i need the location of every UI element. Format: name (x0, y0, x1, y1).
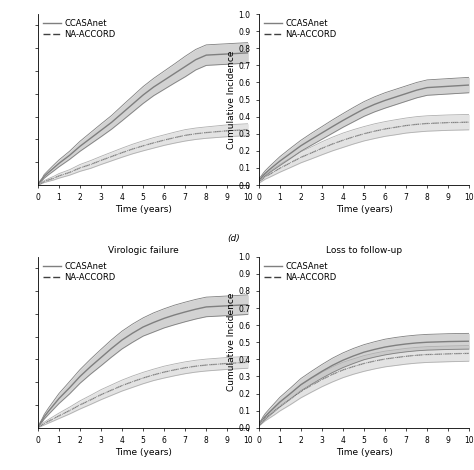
Y-axis label: Cumulative Incidence: Cumulative Incidence (227, 293, 236, 392)
X-axis label: Time (years): Time (years) (115, 448, 172, 457)
X-axis label: Time (years): Time (years) (115, 205, 172, 214)
X-axis label: Time (years): Time (years) (336, 448, 392, 457)
Title: Virologic failure: Virologic failure (108, 246, 179, 255)
Legend: CCASAnet, NA-ACCORD: CCASAnet, NA-ACCORD (42, 261, 117, 283)
X-axis label: Time (years): Time (years) (336, 205, 392, 214)
Title: Loss to follow-up: Loss to follow-up (326, 246, 402, 255)
Y-axis label: Cumulative Incidence: Cumulative Incidence (227, 50, 236, 149)
Legend: CCASAnet, NA-ACCORD: CCASAnet, NA-ACCORD (263, 261, 337, 283)
Legend: CCASAnet, NA-ACCORD: CCASAnet, NA-ACCORD (263, 18, 337, 40)
Text: (d): (d) (227, 234, 240, 243)
Legend: CCASAnet, NA-ACCORD: CCASAnet, NA-ACCORD (42, 18, 117, 40)
